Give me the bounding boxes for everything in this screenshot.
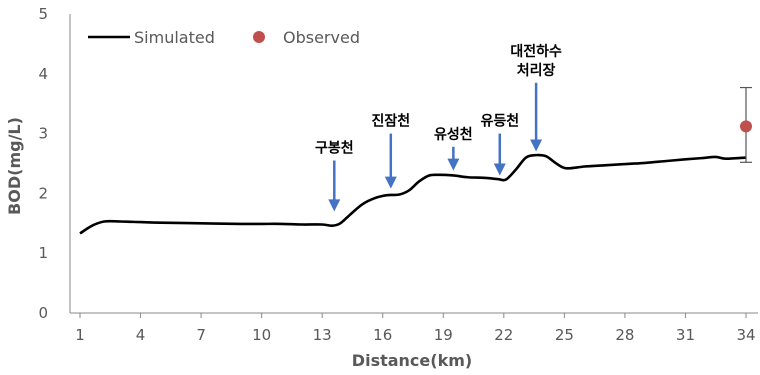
y-tick-label: 4: [38, 65, 48, 83]
x-tick-label: 19: [434, 326, 453, 344]
annotation-label: 유성천: [434, 127, 473, 143]
annotation-arrowhead: [530, 139, 543, 152]
x-tick-label: 34: [736, 326, 755, 344]
x-tick-label: 4: [136, 326, 146, 344]
y-tick-label: 5: [38, 5, 48, 23]
x-tick-label: 1: [75, 326, 85, 344]
legend: Simulated Observed: [88, 28, 360, 47]
legend-observed-swatch: [253, 31, 265, 43]
legend-simulated-label: Simulated: [134, 28, 215, 47]
legend-observed-label: Observed: [283, 28, 360, 47]
x-tick-label: 31: [676, 326, 695, 344]
observed-point: [740, 120, 752, 133]
y-tick-labels: 0 1 2 3 4 5: [38, 5, 48, 322]
annotation-label: 구봉천: [315, 141, 354, 157]
annotation-arrowhead: [447, 158, 460, 171]
x-tick-label: 13: [313, 326, 332, 344]
annotation-label: 진잠천: [371, 113, 410, 130]
y-tick-label: 2: [38, 184, 48, 202]
annotation-arrowhead: [384, 176, 397, 189]
x-tick-label: 22: [494, 326, 513, 344]
x-tick-label: 28: [615, 326, 634, 344]
axes: [69, 14, 758, 314]
annotation-arrowhead: [328, 199, 341, 212]
x-tick-labels: 1 4 7 10 13 16 19 22 25 28 31 34: [75, 313, 756, 344]
y-tick-label: 3: [38, 125, 48, 143]
annotation-label: 대전하수: [510, 43, 562, 60]
y-axis-title: BOD(mg/L): [5, 117, 24, 215]
annotation-label: 유등천: [480, 114, 519, 130]
x-tick-label: 7: [196, 326, 206, 344]
series-layer: [79, 86, 752, 235]
x-tick-label: 10: [252, 326, 271, 344]
annotation-arrowhead: [493, 163, 506, 176]
y-tick-label: 0: [38, 304, 48, 322]
simulated-line: [79, 153, 747, 235]
x-tick-label: 16: [373, 326, 392, 344]
y-tick-label: 1: [38, 244, 48, 262]
annotation-label: 처리장: [517, 62, 556, 79]
x-tick-label: 25: [555, 326, 574, 344]
x-axis-title: Distance(km): [352, 351, 472, 370]
